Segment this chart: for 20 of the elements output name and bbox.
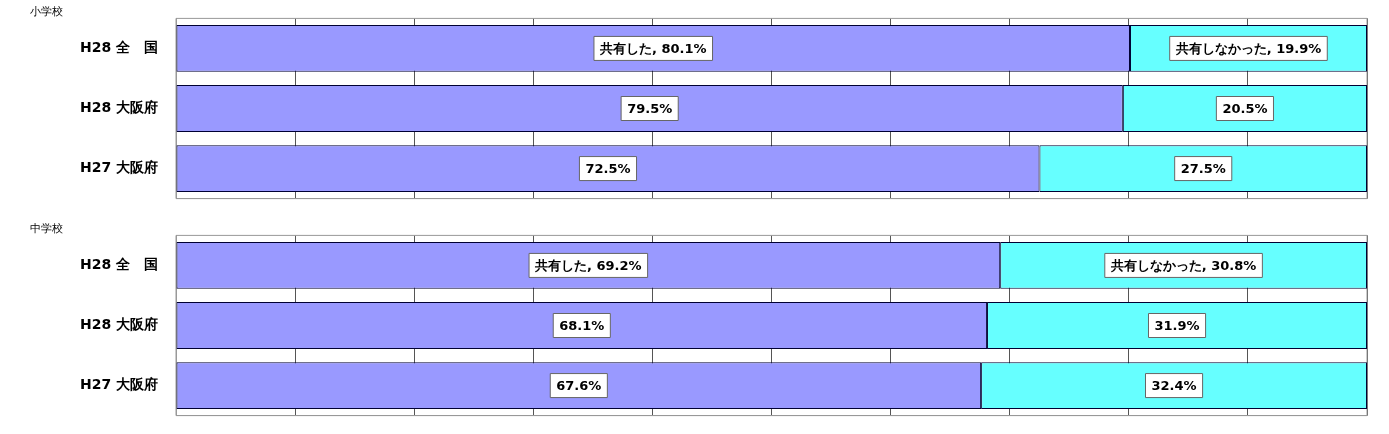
data-label: 68.1% (559, 317, 605, 333)
y-tick-label: H28 大阪府 (79, 316, 158, 333)
text: 小学校 (30, 4, 63, 19)
data-label: 共有しなかった, 19.9% (1174, 40, 1322, 56)
data-label: 共有した, 69.2% (534, 257, 642, 273)
text: 中学校 (30, 221, 63, 236)
data-label: 20.5% (1222, 100, 1268, 116)
data-label: 27.5% (1180, 160, 1226, 176)
data-label: 67.6% (556, 377, 602, 393)
y-tick-label: H28 全 国 (79, 39, 158, 56)
y-tick-label: H27 大阪府 (79, 159, 158, 176)
y-tick-label: H27 大阪府 (79, 376, 158, 393)
data-label: 72.5% (585, 160, 631, 176)
data-label: 共有した, 80.1% (598, 40, 707, 56)
data-label: 共有しなかった, 30.8% (1109, 257, 1257, 273)
data-label: 32.4% (1151, 377, 1197, 393)
y-tick-label: H28 大阪府 (79, 99, 158, 116)
data-label: 79.5% (627, 100, 673, 116)
data-label: 31.9% (1154, 317, 1200, 333)
y-tick-label: H28 全 国 (79, 256, 158, 273)
